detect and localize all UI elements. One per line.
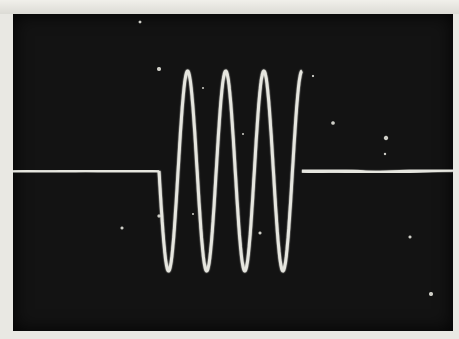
dust-speck [157,214,161,218]
baseline-left-trace [13,168,160,174]
dust-speck [157,67,161,71]
photo-top-border [0,0,459,14]
dust-speck [192,213,194,215]
baseline-right-trace [301,168,453,175]
dust-speck [429,292,433,296]
dust-speck [138,20,142,24]
sine-burst-trace [157,69,303,273]
oscilloscope-screen [13,14,453,331]
dust-speck [202,87,204,89]
dust-speck [120,226,124,230]
dust-speck [383,152,387,156]
scope-display [13,20,453,296]
dust-speck [311,74,315,78]
dust-speck [408,235,412,239]
dust-speck [242,133,244,135]
dust-speck [258,231,262,235]
dust-speck [331,121,335,125]
dust-speck [383,135,389,141]
